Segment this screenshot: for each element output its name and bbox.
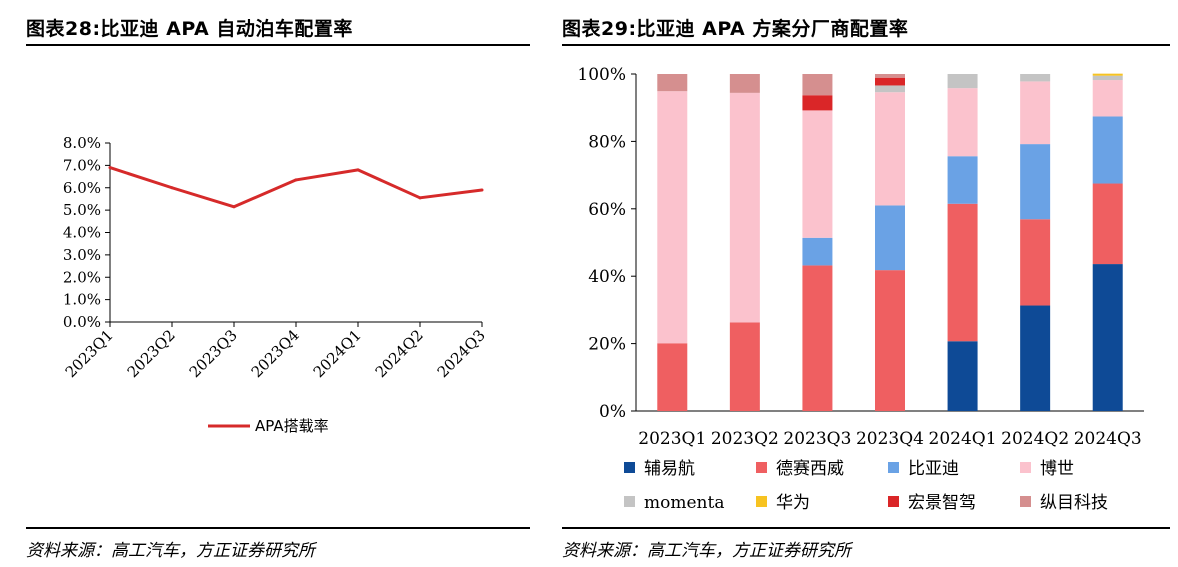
bar-segment-2 [1092,116,1123,184]
bar-segment-7 [875,74,905,78]
bar-legend-swatch [756,496,767,507]
stacked-bar-chart: 0% 20% 40% 60% 80% 100% 2023Q1 2023Q2 2023Q3 2023… [577,65,1144,513]
bar-segment-7 [802,74,833,96]
bar-segment-1 [1020,219,1051,306]
left-bottom-rule [26,527,530,529]
bar-segment-1 [875,270,905,411]
line-legend-label: APA搭载率 [255,417,329,435]
left-chart-title: 图表28:比亚迪 APA 自动泊车配置率 [26,18,353,40]
bar-x-tick-label: 2023Q1 [638,429,706,449]
bar-segment-4 [875,85,905,93]
bar-segment-2 [875,205,905,271]
line-x-tick-label: 2023Q3 [186,326,241,381]
bar-segment-3 [947,88,978,157]
bar-x-tick-label: 2024Q2 [1001,429,1069,449]
line-y-tick-label: 2.0% [63,268,101,286]
line-x-tick-label: 2024Q3 [434,326,489,381]
bar-segment-0 [1020,305,1051,411]
bar-segment-3 [657,91,688,344]
bar-legend-label: 博世 [1040,459,1074,479]
line-x-tick-label: 2023Q4 [248,326,303,381]
line-point [356,168,360,172]
bar-legend-swatch [1020,496,1031,507]
bar-legend-label: momenta [644,493,724,513]
right-bottom-rule [562,527,1170,529]
line-y-tick-label: 3.0% [63,246,101,264]
bar-segment-1 [802,265,833,411]
bar-legend-label: 比亚迪 [908,459,959,479]
bar-y-tick-label: 40% [588,267,626,287]
bar-segment-3 [802,110,833,238]
bar-segment-1 [947,203,978,342]
bar-x-tick-label: 2024Q1 [929,429,997,449]
bar-segment-7 [657,74,688,92]
bar-legend-swatch [888,496,899,507]
bar-segment-0 [1092,264,1123,411]
line-point [418,196,422,200]
left-top-rule [26,44,530,46]
line-x-tick-label: 2023Q2 [124,326,179,381]
line-y-tick-label: 6.0% [63,179,101,197]
line-point [108,166,112,170]
line-y-tick-label: 5.0% [63,201,101,219]
left-panel: 图表28:比亚迪 APA 自动泊车配置率 0.0% 1.0% 2.0% 3.0% 4.0… [0,0,530,567]
bar-legend-swatch [624,462,635,473]
line-y-tick-label: 8.0% [63,134,101,152]
bar-segment-7 [729,74,760,93]
bar-segment-2 [1020,144,1051,220]
bar-legend-label: 宏景智驾 [908,493,976,513]
bar-legend-label: 辅易航 [644,459,695,479]
line-y-tick-label: 0.0% [63,313,101,331]
bar-segment-2 [802,237,833,266]
bar-segment-1 [1092,183,1123,265]
bar-segment-0 [947,341,978,411]
bar-segment-1 [729,322,760,411]
bar-segment-3 [875,92,905,206]
bar-segment-3 [729,92,760,323]
line-point [170,186,174,190]
line-point [480,188,484,192]
bar-segment-6 [875,77,905,86]
bar-legend-label: 华为 [776,493,810,513]
bar-legend-swatch [1020,462,1031,473]
bar-legend-label: 德赛西威 [776,458,844,479]
bar-segment-4 [947,74,978,89]
bar-segment-2 [947,156,978,204]
right-panel: 图表29:比亚迪 APA 方案分厂商配置率 0% 20% 40% 60% 80% 100%… [560,0,1178,567]
right-source-note: 资料来源：高工汽车，方正证券研究所 [562,541,851,561]
bar-y-tick-label: 20% [588,335,626,355]
bar-legend-swatch [756,462,767,473]
bar-segment-1 [657,343,688,411]
bar-x-tick-label: 2023Q3 [783,429,851,449]
line-chart: 0.0% 1.0% 2.0% 3.0% 4.0% 5.0% 6.0% 7.0% 8.0% 2023… [62,134,489,435]
line-y-tick-label: 1.0% [63,291,101,309]
bar-y-tick-label: 60% [588,200,626,220]
right-top-rule [562,44,1170,46]
line-point [232,205,236,209]
line-y-tick-label: 7.0% [63,156,101,174]
line-y-tick-label: 4.0% [63,224,101,242]
bar-segment-4 [1092,75,1123,81]
line-x-tick-label: 2024Q2 [372,326,427,381]
line-x-tick-label: 2023Q1 [62,326,117,381]
bar-x-tick-label: 2023Q2 [711,429,779,449]
bar-y-tick-label: 80% [588,132,626,152]
bar-segment-6 [802,95,833,111]
bar-segment-4 [1020,74,1051,82]
right-chart-title: 图表29:比亚迪 APA 方案分厂商配置率 [562,18,909,40]
bar-segment-3 [1092,80,1123,117]
bar-y-tick-label: 0% [599,402,626,422]
bar-x-tick-label: 2023Q4 [856,429,924,449]
line-x-tick-label: 2024Q1 [310,326,365,381]
left-source-note: 资料来源：高工汽车，方正证券研究所 [26,541,315,561]
bar-y-tick-label: 100% [577,65,626,85]
bar-x-tick-label: 2024Q3 [1074,429,1142,449]
bar-segment-3 [1020,81,1051,145]
line-point [294,178,298,182]
bar-legend-swatch [888,462,899,473]
bar-legend-label: 纵目科技 [1040,493,1108,513]
bar-segment-5 [1092,73,1123,76]
bar-legend-swatch [624,496,635,507]
line-series-apa [109,166,483,209]
